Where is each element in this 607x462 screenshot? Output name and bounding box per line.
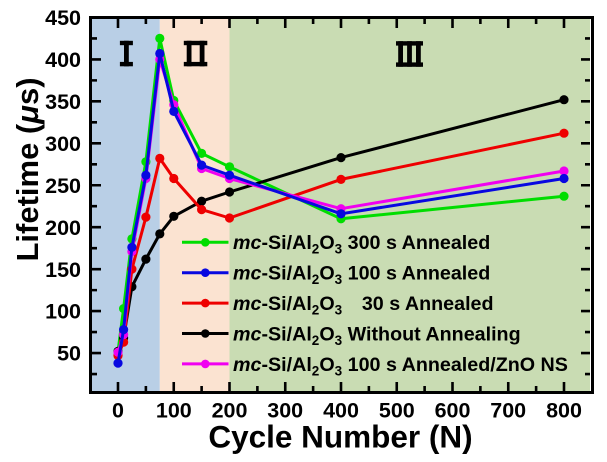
svg-text:mc-Si/Al2O3 Without Annealing: mc-Si/Al2O3 Without Annealing: [233, 323, 521, 348]
svg-text:150: 150: [45, 258, 81, 282]
svg-text:800: 800: [546, 399, 582, 423]
svg-text:600: 600: [435, 399, 471, 423]
svg-text:400: 400: [45, 48, 81, 72]
svg-text:300: 300: [267, 399, 303, 423]
svg-text:100: 100: [156, 399, 192, 423]
svg-text:0: 0: [112, 399, 124, 423]
svg-text:mc-Si/Al2O3 30 s Annealed: mc-Si/Al2O3 30 s Annealed: [233, 293, 494, 318]
svg-text:200: 200: [45, 216, 81, 240]
svg-text:mc-Si/Al2O3 100 s Annealed/ZnO: mc-Si/Al2O3 100 s Annealed/ZnO NS: [233, 354, 568, 379]
svg-text:250: 250: [45, 174, 81, 198]
svg-text:450: 450: [45, 6, 81, 30]
svg-text:200: 200: [212, 399, 248, 423]
svg-text:Lifetime (μs): Lifetime (μs): [10, 77, 45, 261]
svg-text:350: 350: [45, 90, 81, 114]
svg-text:100: 100: [45, 300, 81, 324]
svg-text:500: 500: [379, 399, 415, 423]
svg-text:mc-Si/Al2O3 100 s Annealed: mc-Si/Al2O3 100 s Annealed: [233, 263, 490, 288]
svg-text:700: 700: [490, 399, 526, 423]
svg-text:50: 50: [57, 342, 81, 366]
svg-text:300: 300: [45, 132, 81, 156]
svg-text:mc-Si/Al2O3 300 s Annealed: mc-Si/Al2O3 300 s Annealed: [233, 232, 490, 257]
svg-text:400: 400: [323, 399, 359, 423]
svg-text:Cycle Number (N): Cycle Number (N): [208, 419, 472, 455]
